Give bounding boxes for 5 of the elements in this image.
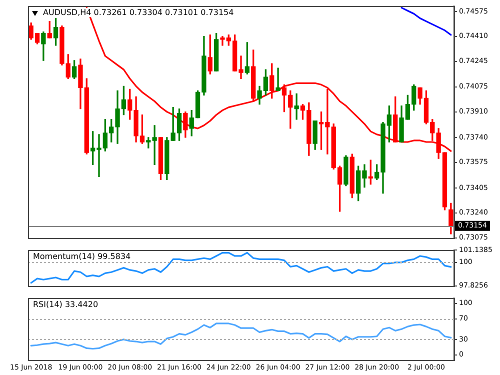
candlestick bbox=[294, 93, 299, 120]
chart-title: Momentum(14) 99.5834 bbox=[32, 252, 132, 262]
candlestick bbox=[276, 68, 280, 92]
chart-title: RSI(14) 33.4420 bbox=[32, 300, 100, 310]
chart-title: AUDUSD,H4 0.73261 0.73304 0.73101 0.73154 bbox=[42, 8, 235, 18]
